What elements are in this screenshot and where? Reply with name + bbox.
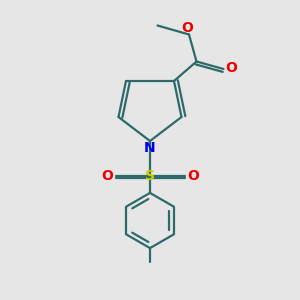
Text: O: O [187, 169, 199, 182]
Text: O: O [182, 21, 194, 35]
Text: N: N [144, 141, 156, 154]
Text: O: O [225, 61, 237, 74]
Text: O: O [101, 169, 113, 182]
Text: S: S [145, 169, 155, 182]
